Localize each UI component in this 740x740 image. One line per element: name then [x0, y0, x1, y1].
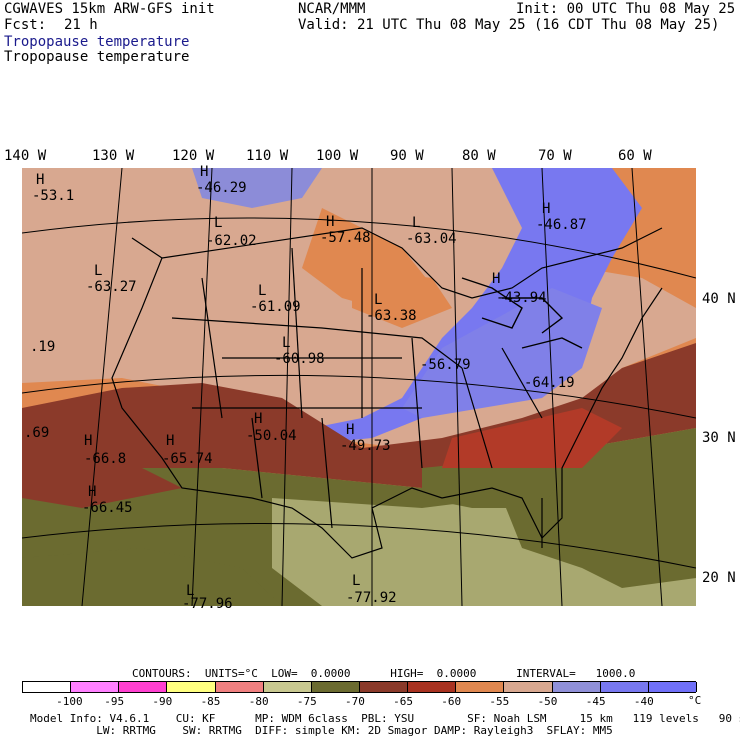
forecast-hours: 21 h — [64, 17, 98, 33]
colorbar — [22, 681, 697, 693]
extremum-type: L — [374, 292, 383, 308]
colorbar-level-label: -45 — [585, 695, 606, 708]
field-title-colored: Tropopause temperature — [4, 34, 190, 50]
extremum-type: L — [352, 573, 361, 589]
colorbar-swatch — [648, 682, 697, 692]
model-info-line2: LW: RRTMG SW: RRTMG DIFF: simple KM: 2D … — [30, 724, 613, 737]
field-title: Tropopause temperature — [4, 49, 190, 65]
extremum-type: L — [258, 283, 267, 299]
extremum-value: -77.92 — [346, 590, 397, 606]
colorbar-units: °C — [688, 694, 702, 707]
extremum-value: -46.29 — [196, 180, 247, 196]
tropopause-temperature-map — [22, 168, 696, 606]
extremum-value: -57.48 — [320, 230, 371, 246]
lon-label: 60 W — [618, 148, 652, 164]
contour-info: CONTOURS: UNITS=°C LOW= 0.0000 HIGH= 0.0… — [132, 667, 636, 680]
lat-label: 40 N — [702, 291, 736, 307]
extremum-type: H — [36, 172, 45, 188]
extremum-type: H — [346, 422, 355, 438]
lon-label: 70 W — [538, 148, 572, 164]
extremum-value: -77.96 — [182, 596, 233, 612]
extremum-value: -64.19 — [524, 375, 575, 391]
extremum-value: -56.79 — [420, 357, 471, 373]
extremum-value: -65.74 — [162, 451, 213, 467]
colorbar-level-label: -40 — [633, 695, 654, 708]
lat-label: 20 N — [702, 570, 736, 586]
org-label: NCAR/MMM — [298, 1, 366, 17]
lat-label: 30 N — [702, 430, 736, 446]
lon-label: 80 W — [462, 148, 496, 164]
extremum-value: -60.98 — [274, 351, 325, 367]
extremum-value: .69 — [24, 425, 50, 441]
valid-time: Valid: 21 UTC Thu 08 May 25 (16 CDT Thu … — [298, 17, 720, 33]
extremum-type: L — [282, 335, 291, 351]
extremum-value: -63.04 — [406, 231, 457, 247]
colorbar-swatch — [311, 682, 360, 692]
colorbar-swatch — [167, 682, 216, 692]
colorbar-swatch — [119, 682, 168, 692]
colorbar-swatch — [360, 682, 409, 692]
extremum-type: H — [492, 271, 501, 287]
extremum-value: -50.04 — [246, 428, 297, 444]
model-title: CGWAVES 15km ARW-GFS init — [4, 1, 215, 17]
extremum-type: H — [326, 214, 335, 230]
extremum-type: H — [200, 164, 209, 180]
extremum-value: -63.38 — [366, 308, 417, 324]
colorbar-swatch — [71, 682, 120, 692]
lon-label: 140 W — [4, 148, 47, 164]
lon-label: 130 W — [92, 148, 135, 164]
colorbar-level-label: -90 — [152, 695, 173, 708]
extremum-value: -66.45 — [82, 500, 133, 516]
forecast-label: Fcst: — [4, 17, 47, 33]
colorbar-level-label: -80 — [248, 695, 269, 708]
colorbar-swatch — [600, 682, 649, 692]
colorbar-level-label: -50 — [537, 695, 558, 708]
init-time: Init: 00 UTC Thu 08 May 25 — [516, 1, 736, 17]
extremum-type: L — [412, 215, 421, 231]
colorbar-level-label: -95 — [104, 695, 125, 708]
colorbar-swatch — [263, 682, 312, 692]
extremum-type: L — [94, 263, 103, 279]
extremum-value: -43.94 — [496, 290, 547, 306]
lon-label: 110 W — [246, 148, 289, 164]
colorbar-swatch — [408, 682, 457, 692]
colorbar-level-label: -75 — [296, 695, 317, 708]
extremum-value: -46.87 — [536, 217, 587, 233]
extremum-value: -62.02 — [206, 233, 257, 249]
colorbar-level-label: -55 — [489, 695, 510, 708]
extremum-type: L — [214, 215, 223, 231]
colorbar-level-label: -65 — [393, 695, 414, 708]
colorbar-swatch — [456, 682, 505, 692]
lon-label: 90 W — [390, 148, 424, 164]
extremum-type: H — [166, 433, 175, 449]
extremum-value: -63.27 — [86, 279, 137, 295]
lon-label: 120 W — [172, 148, 215, 164]
extremum-type: H — [88, 484, 97, 500]
colorbar-swatch — [215, 682, 264, 692]
colorbar-swatch — [552, 682, 601, 692]
colorbar-level-label: -70 — [345, 695, 365, 708]
colorbar-level-label: -100 — [56, 695, 83, 708]
colorbar-swatch — [23, 682, 72, 692]
extremum-type: L — [186, 583, 195, 599]
extremum-value: -66.8 — [84, 451, 127, 467]
model-info-line1: Model Info: V4.6.1 CU: KF MP: WDM 6class… — [30, 712, 740, 725]
extremum-value: .19 — [30, 339, 56, 355]
colorbar-level-label: -85 — [200, 695, 221, 708]
extremum-value: -61.09 — [250, 299, 301, 315]
lon-label: 100 W — [316, 148, 359, 164]
extremum-value: -49.73 — [340, 438, 391, 454]
extremum-type: H — [84, 433, 93, 449]
extremum-type: H — [254, 411, 263, 427]
extremum-value: -53.1 — [32, 188, 75, 204]
colorbar-swatch — [504, 682, 553, 692]
extremum-type: H — [542, 201, 551, 217]
colorbar-level-label: -60 — [441, 695, 462, 708]
